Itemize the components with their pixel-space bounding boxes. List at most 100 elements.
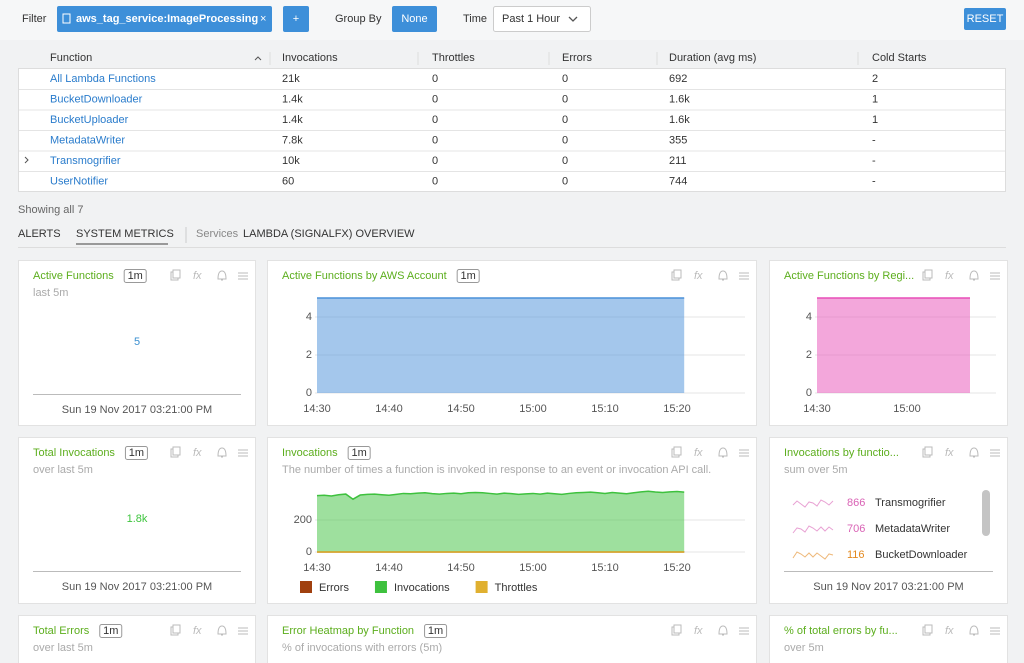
card-title[interactable]: Active Functions by Regi... xyxy=(784,270,914,282)
function-link[interactable]: BucketDownloader xyxy=(50,94,143,106)
card-title[interactable]: Invocations by functio... xyxy=(784,447,899,459)
card-title[interactable]: % of total errors by fu... xyxy=(784,625,898,637)
copy-icon[interactable] xyxy=(673,446,682,456)
card-subtitle: last 5m xyxy=(33,287,68,299)
card xyxy=(267,615,757,663)
filter-label: Filter xyxy=(22,13,47,25)
bell-icon[interactable] xyxy=(217,625,227,636)
filter-chip[interactable] xyxy=(57,6,272,32)
expand-arrow[interactable] xyxy=(24,156,29,164)
area-fill xyxy=(317,491,685,552)
badge xyxy=(424,624,448,638)
reset-button[interactable] xyxy=(964,8,1006,30)
badge-text: 1m xyxy=(103,625,118,637)
table-cell: 0 xyxy=(562,155,568,167)
add-text: + xyxy=(293,13,299,25)
copy-icon[interactable] xyxy=(673,269,682,279)
copy-icon[interactable] xyxy=(172,446,181,456)
fx-icon[interactable]: fx xyxy=(694,625,703,637)
chevron xyxy=(568,16,578,22)
chip-close[interactable]: × xyxy=(260,13,266,25)
filter-chip-text: aws_tag_service:ImageProcessing xyxy=(76,13,258,25)
time-value: Past 1 Hour xyxy=(502,13,560,25)
function-link[interactable]: Transmogrifier xyxy=(50,155,121,167)
y-tick-label: 4 xyxy=(806,311,812,323)
x-tick-label: 14:30 xyxy=(303,403,331,415)
bell-icon[interactable] xyxy=(969,625,979,636)
copy-icon[interactable] xyxy=(172,624,181,634)
list-value: 116 xyxy=(847,549,865,561)
fx-icon[interactable]: fx xyxy=(945,270,954,282)
bell-icon[interactable] xyxy=(718,447,728,458)
sparkline xyxy=(792,525,834,534)
table-cell: 1.6k xyxy=(669,114,690,126)
fx-icon[interactable]: fx xyxy=(193,625,202,637)
table-cell: - xyxy=(872,176,876,188)
big-value: 5 xyxy=(134,336,140,348)
copy-icon[interactable] xyxy=(673,624,682,634)
bell-icon[interactable] xyxy=(718,270,728,281)
badge xyxy=(99,624,123,638)
copy-icon[interactable] xyxy=(924,446,933,456)
card-title[interactable]: Active Functions xyxy=(33,270,114,282)
services-item[interactable]: LAMBDA (SIGNALFX) OVERVIEW xyxy=(243,228,415,240)
x-tick-label: 15:00 xyxy=(519,403,547,415)
legend-label: Errors xyxy=(319,582,349,594)
table-cell: 0 xyxy=(432,155,438,167)
fx-icon[interactable]: fx xyxy=(694,270,703,282)
function-link[interactable]: All Lambda Functions xyxy=(50,73,156,85)
table-cell: 0 xyxy=(432,73,438,85)
sort-arrow[interactable] xyxy=(254,56,262,61)
bell-icon[interactable] xyxy=(969,447,979,458)
copy-icon[interactable] xyxy=(924,624,933,634)
card xyxy=(769,615,1008,663)
scrollbar[interactable] xyxy=(982,490,990,536)
card-title[interactable]: Invocations xyxy=(282,447,338,459)
list-name: BucketDownloader xyxy=(875,549,968,561)
function-link[interactable]: MetadataWriter xyxy=(50,135,125,147)
fx-icon[interactable]: fx xyxy=(945,625,954,637)
function-link[interactable]: BucketUploader xyxy=(50,114,129,126)
copy-icon[interactable] xyxy=(924,269,933,279)
y-tick-label: 4 xyxy=(306,311,312,323)
card-title[interactable]: Active Functions by AWS Account xyxy=(282,270,447,282)
table-cell: 0 xyxy=(562,73,568,85)
badge xyxy=(123,269,147,283)
fx-icon[interactable]: fx xyxy=(694,447,703,459)
card-title[interactable]: Total Errors xyxy=(33,625,90,637)
bell-icon[interactable] xyxy=(969,270,979,281)
group-by-button[interactable] xyxy=(392,6,437,32)
showing-text: Showing all 7 xyxy=(18,204,83,216)
table-cell: 0 xyxy=(562,135,568,147)
bell-icon[interactable] xyxy=(718,625,728,636)
card-title[interactable]: Total Invocations xyxy=(33,447,115,459)
bell-icon[interactable] xyxy=(217,270,227,281)
card xyxy=(18,615,256,663)
badge-text: 1m xyxy=(428,625,443,637)
card-subtitle: sum over 5m xyxy=(784,464,848,476)
time-dropdown[interactable] xyxy=(493,6,591,32)
card xyxy=(18,437,256,604)
tab-active[interactable]: SYSTEM METRICS xyxy=(76,228,174,240)
y-tick-label: 0 xyxy=(806,387,812,399)
fx-icon[interactable]: fx xyxy=(945,447,954,459)
fx-icon[interactable]: fx xyxy=(193,270,202,282)
copy-icon[interactable] xyxy=(172,269,181,279)
function-link[interactable]: UserNotifier xyxy=(50,176,108,188)
sparkline xyxy=(792,551,834,560)
table-cell: 692 xyxy=(669,73,687,85)
table-cell: 211 xyxy=(669,155,687,167)
column-header: Cold Starts xyxy=(872,52,927,64)
add-button[interactable] xyxy=(283,6,309,32)
table-cell: 60 xyxy=(282,176,294,188)
legend-label: Invocations xyxy=(394,582,450,594)
fx-icon[interactable]: fx xyxy=(193,447,202,459)
badge-text: 1m xyxy=(461,270,476,282)
x-tick-label: 14:40 xyxy=(375,403,403,415)
tab[interactable]: ALERTS xyxy=(18,228,61,240)
card-title[interactable]: Error Heatmap by Function xyxy=(282,625,414,637)
table-cell: 1.4k xyxy=(282,114,303,126)
table-cell: 1.4k xyxy=(282,94,303,106)
bell-icon[interactable] xyxy=(217,447,227,458)
table-cell: 0 xyxy=(562,114,568,126)
